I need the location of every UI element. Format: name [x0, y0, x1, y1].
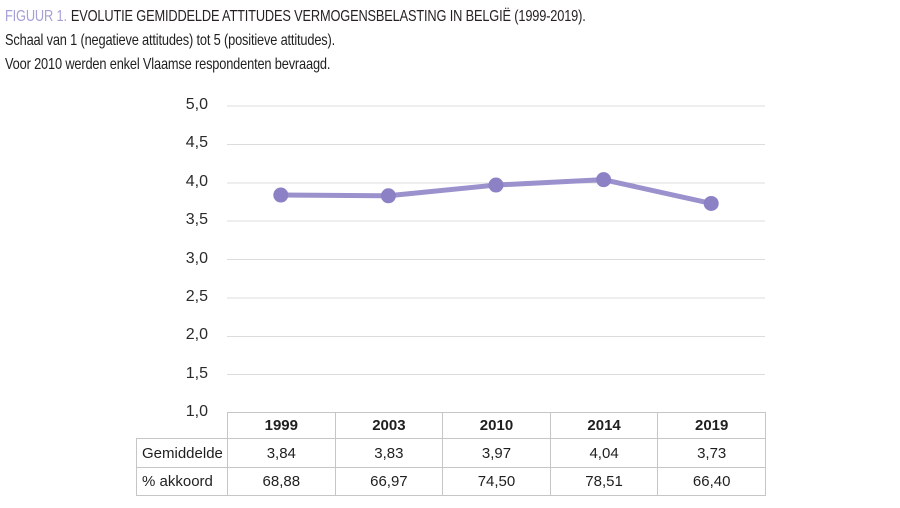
y-tick-label: 1,0 [185, 403, 208, 420]
data-point [703, 195, 719, 211]
year-header-cell: 2010 [442, 412, 551, 439]
data-point [273, 187, 289, 203]
line-chart [227, 105, 765, 376]
data-point [596, 172, 612, 188]
y-tick-label: 2,0 [185, 326, 208, 344]
value-cell: 3,97 [442, 438, 551, 468]
row-label-akkoord: % akkoord [136, 467, 228, 496]
value-cell: 3,84 [227, 438, 336, 468]
figure-number-label: FIGUUR 1. [5, 8, 67, 25]
table-header-row: 1999 2003 2010 2014 2019 [137, 412, 766, 439]
value-cell: 74,50 [442, 467, 551, 496]
year-header-cell: 2019 [657, 412, 766, 439]
year-header-cell: 2003 [334, 412, 444, 439]
row-label-gemiddelde: Gemiddelde [136, 438, 228, 468]
figure-header: FIGUUR 1. EVOLUTIE GEMIDDELDE ATTITUDES V… [5, 5, 731, 77]
table-row: Gemiddelde 3,84 3,83 3,97 4,04 3,73 [136, 438, 766, 468]
y-tick-label: 4,0 [185, 172, 208, 190]
value-cell: 78,51 [549, 467, 659, 496]
data-table: 1999 2003 2010 2014 2019 Gemiddelde 3,84… [136, 412, 766, 496]
value-cell: 66,97 [334, 467, 444, 496]
table-corner-cell [137, 413, 228, 439]
figure-title-line: FIGUUR 1. EVOLUTIE GEMIDDELDE ATTITUDES V… [5, 5, 586, 29]
figure-subtitle-note: Voor 2010 werden enkel Vlaamse responden… [5, 56, 331, 73]
data-point [488, 177, 504, 193]
year-header-cell: 2014 [549, 412, 659, 439]
value-cell: 4,04 [549, 438, 659, 468]
figure-subtitle-scale: Schaal van 1 (negatieve attitudes) tot 5… [5, 32, 336, 49]
value-cell: 3,83 [334, 438, 444, 468]
data-point [380, 188, 396, 204]
y-tick-label: 5,0 [185, 96, 208, 113]
figure-title: EVOLUTIE GEMIDDELDE ATTITUDES VERMOGENSB… [70, 8, 586, 25]
y-tick-label: 4,5 [185, 134, 208, 152]
year-header-cell: 1999 [227, 412, 336, 439]
y-tick-label: 3,5 [185, 211, 208, 229]
value-cell: 68,88 [227, 467, 336, 496]
value-cell: 66,40 [657, 467, 766, 496]
y-tick-label: 2,5 [185, 287, 208, 305]
y-tick-label: 1,5 [185, 364, 208, 382]
y-tick-label: 3,0 [185, 249, 208, 267]
table-row: % akkoord 68,88 66,97 74,50 78,51 66,40 [136, 467, 766, 496]
value-cell: 3,73 [657, 438, 766, 468]
